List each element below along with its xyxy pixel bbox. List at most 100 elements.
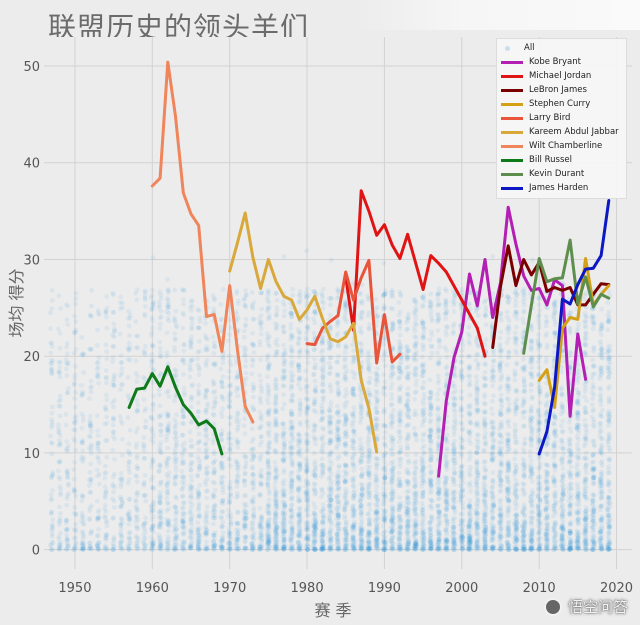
background-point <box>118 526 124 532</box>
background-point <box>359 466 364 472</box>
background-point <box>389 392 395 397</box>
background-point <box>104 375 109 381</box>
background-point <box>181 358 187 363</box>
background-point <box>80 533 86 538</box>
background-point <box>56 326 61 332</box>
background-point <box>336 502 341 508</box>
background-point <box>342 540 348 545</box>
background-point <box>289 383 294 389</box>
background-point <box>327 414 333 419</box>
background-point <box>328 325 333 331</box>
background-point <box>80 494 85 500</box>
background-point <box>57 441 63 447</box>
background-point <box>211 504 217 509</box>
background-point <box>135 374 140 379</box>
background-point <box>265 537 271 543</box>
background-point <box>211 492 216 497</box>
background-point <box>71 350 77 356</box>
background-point <box>344 368 350 374</box>
background-point <box>71 487 77 493</box>
background-point <box>320 396 326 401</box>
background-point <box>226 507 232 513</box>
background-point <box>243 545 249 551</box>
background-point <box>134 503 139 509</box>
background-point <box>280 487 286 493</box>
background-point <box>64 536 70 542</box>
background-point <box>243 534 249 540</box>
background-point <box>320 545 326 551</box>
background-point <box>243 454 249 460</box>
background-point <box>320 515 326 521</box>
background-point <box>242 523 248 529</box>
background-point <box>365 425 371 431</box>
background-point <box>389 472 395 477</box>
background-point <box>243 364 248 369</box>
background-point <box>280 494 286 499</box>
background-point <box>281 470 287 475</box>
background-point <box>212 494 217 499</box>
background-point <box>265 421 271 427</box>
background-point <box>243 516 249 522</box>
background-point <box>265 307 271 312</box>
background-point <box>72 546 77 552</box>
background-point <box>127 536 133 542</box>
background-point <box>119 421 125 426</box>
background-point <box>211 451 217 457</box>
background-point <box>126 466 132 472</box>
background-point <box>181 479 187 485</box>
background-point <box>187 339 193 344</box>
background-point <box>327 312 333 318</box>
background-point <box>249 302 255 308</box>
background-point <box>404 530 410 536</box>
background-point <box>157 482 163 488</box>
background-point <box>134 398 140 403</box>
background-point <box>233 536 239 542</box>
background-point <box>188 394 194 400</box>
background-point <box>65 475 71 481</box>
background-point <box>141 524 147 530</box>
background-point <box>172 345 177 350</box>
background-point <box>235 327 241 333</box>
background-point <box>303 491 309 497</box>
background-point <box>158 543 164 549</box>
background-point <box>96 380 101 386</box>
background-point <box>436 291 441 297</box>
background-point <box>428 291 433 297</box>
background-point <box>266 535 272 540</box>
background-point <box>79 425 85 431</box>
background-point <box>96 526 101 532</box>
background-point <box>265 410 271 415</box>
background-point <box>351 348 357 354</box>
background-point <box>251 531 257 536</box>
background-point <box>149 315 155 321</box>
background-point <box>172 398 177 404</box>
background-point <box>187 362 193 368</box>
background-point <box>288 545 293 551</box>
background-point <box>249 439 255 445</box>
background-point <box>289 332 294 337</box>
background-point <box>218 432 224 437</box>
background-point <box>94 372 100 378</box>
background-point <box>72 329 78 335</box>
background-point <box>326 493 332 498</box>
background-point <box>257 521 263 527</box>
background-point <box>134 379 140 384</box>
background-point <box>327 371 333 376</box>
background-point <box>203 425 209 431</box>
background-point <box>226 541 232 547</box>
background-point <box>119 366 125 372</box>
background-point <box>196 491 202 497</box>
background-point <box>179 469 185 474</box>
background-point <box>126 347 132 353</box>
background-point <box>274 432 280 438</box>
background-point <box>181 510 187 516</box>
background-point <box>327 385 333 390</box>
background-point <box>274 409 279 415</box>
background-point <box>249 541 255 546</box>
background-point <box>180 475 186 480</box>
background-point <box>165 445 171 451</box>
background-point <box>211 543 216 549</box>
background-point <box>180 542 185 548</box>
background-point <box>265 531 270 537</box>
background-point <box>96 355 102 360</box>
